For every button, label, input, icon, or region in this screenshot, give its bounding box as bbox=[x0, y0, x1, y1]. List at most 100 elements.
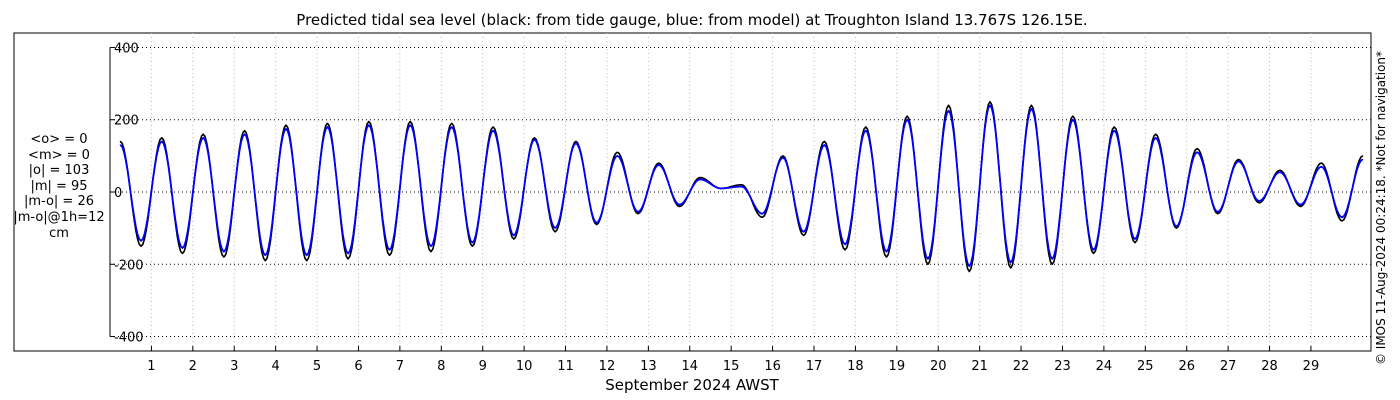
x-tick-label: 20 bbox=[930, 359, 947, 374]
point-model bbox=[595, 222, 598, 224]
point-model bbox=[823, 144, 825, 146]
x-tick-label: 8 bbox=[437, 359, 445, 374]
point-tide-gauge bbox=[595, 223, 598, 226]
point-tide-gauge bbox=[1155, 133, 1157, 135]
point-tide-gauge bbox=[803, 234, 805, 236]
x-tick-label: 12 bbox=[599, 359, 616, 374]
point-model bbox=[1155, 137, 1157, 139]
point-model bbox=[1362, 158, 1364, 161]
point-model bbox=[906, 119, 908, 121]
point-model bbox=[720, 187, 722, 189]
x-tick-label: 3 bbox=[230, 359, 238, 374]
point-tide-gauge bbox=[1134, 241, 1136, 244]
point-tide-gauge bbox=[1320, 162, 1322, 164]
point-tide-gauge bbox=[1030, 104, 1033, 106]
point-tide-gauge bbox=[119, 140, 121, 143]
point-model bbox=[554, 227, 556, 229]
point-model bbox=[326, 126, 329, 128]
point-model bbox=[223, 251, 225, 253]
point-model bbox=[533, 139, 536, 141]
point-tide-gauge bbox=[761, 216, 763, 218]
point-model bbox=[1113, 129, 1115, 132]
x-tick-label: 1 bbox=[147, 359, 155, 374]
point-model bbox=[637, 211, 639, 213]
point-model bbox=[678, 204, 681, 206]
point-model bbox=[161, 140, 163, 143]
point-tide-gauge bbox=[989, 101, 991, 103]
point-tide-gauge bbox=[927, 263, 929, 265]
point-model bbox=[658, 164, 660, 166]
x-tick-label: 23 bbox=[1054, 359, 1071, 374]
x-tick-label: 17 bbox=[806, 359, 823, 374]
point-model bbox=[1196, 151, 1198, 153]
point-model bbox=[1217, 211, 1219, 213]
point-tide-gauge bbox=[471, 245, 473, 247]
point-tide-gauge bbox=[699, 176, 701, 179]
point-model bbox=[761, 213, 763, 215]
point-tide-gauge bbox=[264, 260, 266, 262]
x-tick-label: 26 bbox=[1178, 359, 1195, 374]
x-tick-label: 2 bbox=[189, 359, 197, 374]
point-tide-gauge bbox=[1341, 220, 1343, 222]
point-tide-gauge bbox=[492, 126, 494, 128]
x-tick-label: 11 bbox=[557, 359, 574, 374]
point-tide-gauge bbox=[1092, 252, 1095, 255]
point-tide-gauge bbox=[451, 122, 453, 124]
point-model bbox=[947, 110, 950, 112]
point-model bbox=[285, 128, 287, 130]
point-tide-gauge bbox=[1072, 115, 1074, 117]
point-tide-gauge bbox=[906, 115, 908, 117]
stat-abs-obs: |o| = 103 bbox=[28, 163, 90, 179]
point-tide-gauge bbox=[616, 151, 618, 153]
grid-lines bbox=[110, 33, 1371, 351]
point-tide-gauge bbox=[740, 184, 743, 186]
x-tick-label: 27 bbox=[1220, 359, 1237, 374]
point-tide-gauge bbox=[1258, 202, 1260, 204]
y-tick-label: 0 bbox=[114, 186, 122, 201]
point-tide-gauge bbox=[533, 137, 536, 139]
x-tick-label: 6 bbox=[354, 359, 362, 374]
point-tide-gauge bbox=[1196, 148, 1198, 150]
x-tick-label: 29 bbox=[1303, 359, 1320, 374]
point-tide-gauge bbox=[409, 120, 411, 123]
point-model bbox=[347, 252, 349, 255]
x-tick-label: 10 bbox=[516, 359, 533, 374]
point-tide-gauge bbox=[782, 155, 784, 157]
point-model bbox=[1030, 108, 1033, 110]
point-tide-gauge bbox=[430, 251, 432, 253]
point-tide-gauge bbox=[1362, 155, 1364, 157]
point-model bbox=[471, 241, 473, 244]
x-tick-label: 28 bbox=[1261, 359, 1278, 374]
point-model bbox=[865, 129, 867, 132]
stats-panel: <o> = 0 <m> = 0 |o| = 103 |m| = 95 |m-o|… bbox=[0, 132, 118, 241]
point-model bbox=[927, 258, 929, 260]
x-tick-label: 24 bbox=[1096, 359, 1113, 374]
point-tide-gauge bbox=[885, 256, 888, 258]
point-tide-gauge bbox=[181, 252, 184, 255]
point-tide-gauge bbox=[658, 162, 660, 164]
point-model bbox=[968, 265, 970, 267]
y-tick-label: -200 bbox=[114, 258, 144, 273]
stat-abs-diff: |m-o| = 26 bbox=[23, 194, 94, 210]
point-tide-gauge bbox=[285, 124, 287, 126]
point-tide-gauge bbox=[1051, 263, 1053, 265]
stat-mean-obs: <o> = 0 bbox=[30, 132, 88, 147]
x-tick-label: 21 bbox=[971, 359, 988, 374]
point-tide-gauge bbox=[140, 245, 142, 247]
series-layer bbox=[119, 100, 1364, 273]
point-model bbox=[368, 124, 370, 126]
point-model bbox=[740, 185, 743, 188]
point-tide-gauge bbox=[865, 126, 867, 128]
point-model bbox=[409, 124, 411, 126]
point-model bbox=[1051, 258, 1053, 260]
point-tide-gauge bbox=[202, 133, 204, 135]
point-tide-gauge bbox=[1113, 126, 1115, 128]
chart-title: Predicted tidal sea level (black: from t… bbox=[296, 11, 1087, 29]
point-model bbox=[1320, 166, 1322, 168]
point-tide-gauge bbox=[678, 205, 681, 208]
point-tide-gauge bbox=[223, 256, 225, 258]
point-tide-gauge bbox=[347, 258, 349, 260]
stat-unit: cm bbox=[49, 225, 69, 241]
point-model bbox=[306, 254, 308, 256]
